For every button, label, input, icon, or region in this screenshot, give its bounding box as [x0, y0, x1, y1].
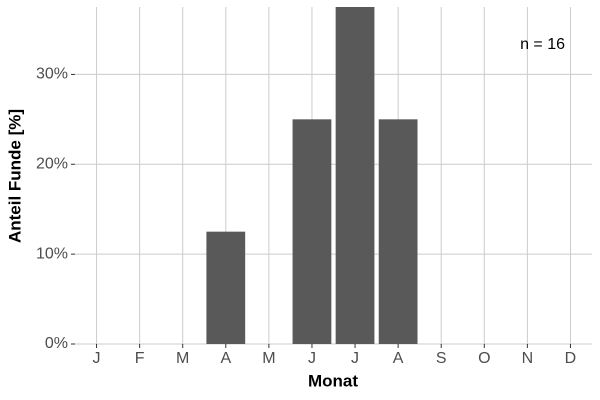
- x-tick-label: D: [565, 350, 577, 367]
- x-tick-label: N: [522, 350, 534, 367]
- x-tick-label: A: [220, 350, 231, 367]
- bar: [335, 7, 375, 344]
- x-tick-label: O: [478, 350, 490, 367]
- bar: [292, 119, 332, 344]
- x-tick-label: J: [308, 350, 316, 367]
- x-tick-label: M: [176, 350, 189, 367]
- y-tick-label: 10%: [36, 245, 68, 262]
- bar: [206, 231, 246, 344]
- bar: [378, 119, 418, 344]
- x-tick-label: A: [393, 350, 404, 367]
- x-tick-label: M: [262, 350, 275, 367]
- x-tick-label: J: [351, 350, 359, 367]
- y-tick-label: 30%: [36, 66, 68, 83]
- annotation: n = 16: [520, 36, 565, 53]
- x-axis-title: Monat: [308, 371, 358, 390]
- x-tick-label: J: [93, 350, 101, 367]
- y-axis-title: Anteil Funde [%]: [5, 109, 24, 243]
- x-tick-label: S: [436, 350, 447, 367]
- x-tick-label: F: [135, 350, 145, 367]
- y-tick-label: 20%: [36, 155, 68, 172]
- y-tick-label: 0%: [45, 335, 68, 352]
